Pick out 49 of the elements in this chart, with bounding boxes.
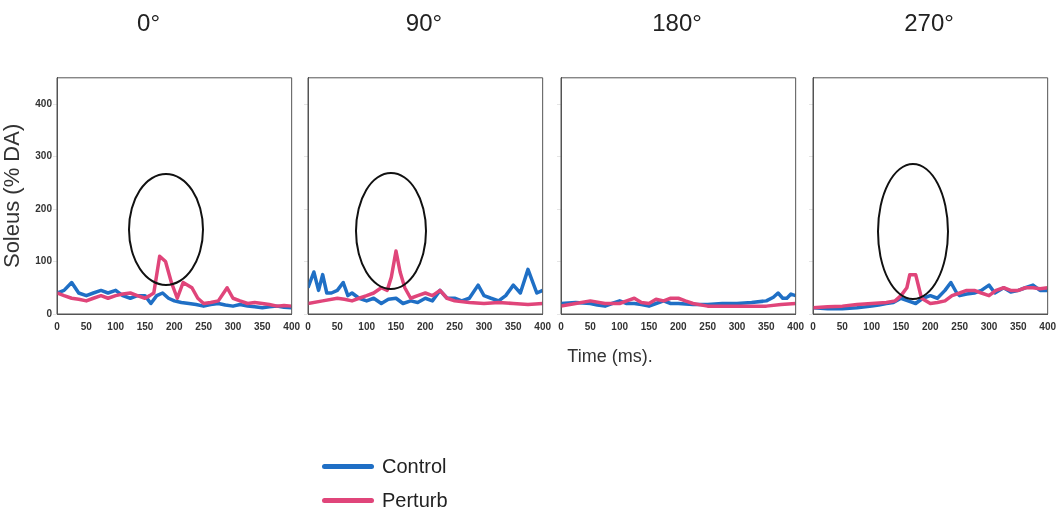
y-tick-label: 300	[35, 150, 53, 162]
x-tick-label: 0	[54, 320, 61, 332]
x-tick-label: 50	[836, 320, 849, 332]
y-tick-label: 400	[35, 97, 53, 109]
x-tick-label: 300	[475, 320, 493, 332]
x-tick-label: 200	[416, 320, 435, 332]
x-axis-title: Time (ms).	[566, 346, 654, 367]
legend-label: Control	[382, 454, 447, 478]
x-tick-label: 150	[892, 320, 910, 332]
chart-title: 90°	[405, 9, 443, 37]
x-tick-label: 400	[787, 320, 805, 332]
chart-title: 180°	[652, 9, 702, 37]
x-tick-label: 350	[757, 320, 776, 332]
x-tick-label: 100	[611, 320, 629, 332]
x-tick-label: 350	[504, 320, 523, 332]
x-tick-label: 50	[584, 320, 597, 332]
x-tick-label: 300	[980, 320, 998, 332]
x-tick-label: 250	[446, 320, 464, 332]
x-tick-label: 100	[358, 320, 376, 332]
x-tick-label: 350	[1009, 320, 1028, 332]
x-tick-label: 250	[195, 320, 213, 332]
x-tick-label: 50	[331, 320, 344, 332]
x-tick-label: 100	[863, 320, 881, 332]
x-tick-label: 200	[921, 320, 940, 332]
x-tick-label: 250	[951, 320, 969, 332]
x-tick-label: 0	[810, 320, 817, 332]
x-tick-label: 250	[699, 320, 717, 332]
y-tick-label: 200	[35, 202, 53, 214]
x-tick-label: 150	[136, 320, 154, 332]
x-tick-label: 350	[253, 320, 272, 332]
y-tick-label: 0	[46, 307, 53, 319]
x-tick-label: 150	[640, 320, 658, 332]
x-tick-label: 150	[387, 320, 405, 332]
x-tick-label: 400	[534, 320, 552, 332]
x-tick-label: 400	[283, 320, 301, 332]
chart-title: 270°	[904, 9, 954, 37]
chart-title: 0°	[137, 9, 160, 37]
x-tick-label: 300	[224, 320, 242, 332]
y-tick-label: 100	[35, 255, 53, 267]
x-tick-label: 400	[1039, 320, 1057, 332]
x-tick-label: 300	[728, 320, 746, 332]
x-tick-label: 0	[558, 320, 565, 332]
x-tick-label: 100	[107, 320, 125, 332]
legend-label: Perturb	[382, 488, 448, 512]
x-tick-label: 200	[165, 320, 184, 332]
y-axis-title: Soleus (% DA)	[0, 123, 25, 269]
x-tick-label: 0	[305, 320, 312, 332]
x-tick-label: 200	[669, 320, 688, 332]
x-tick-label: 50	[80, 320, 93, 332]
